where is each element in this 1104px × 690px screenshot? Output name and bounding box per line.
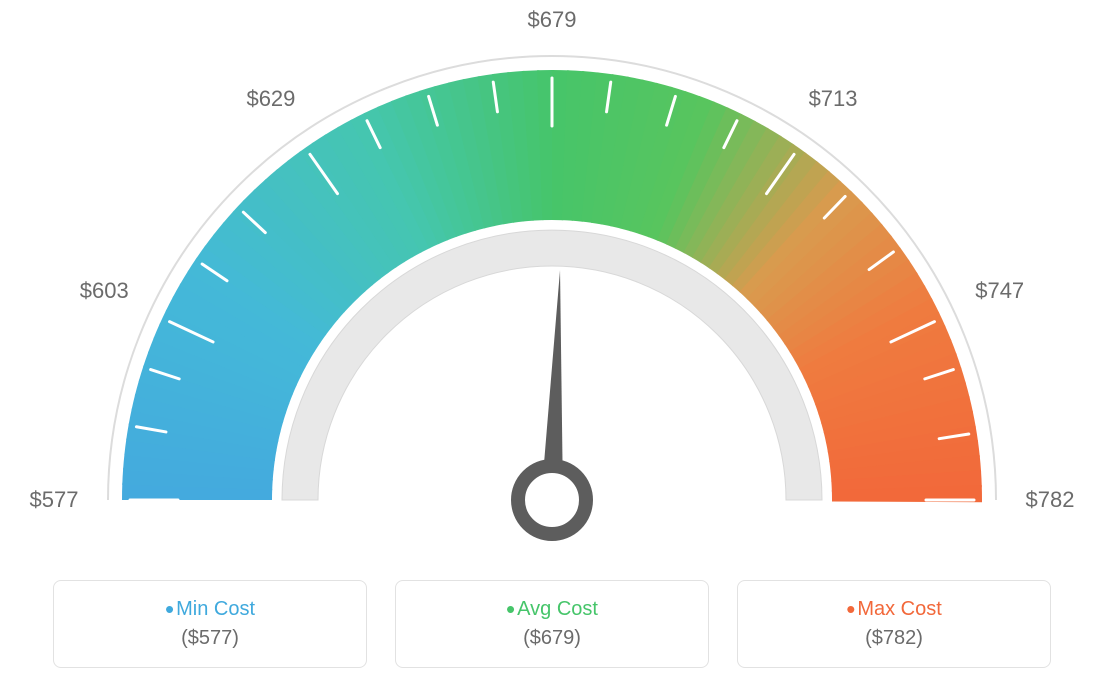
legend-card: • Avg Cost ($679) [395, 580, 709, 668]
legend-title: • Avg Cost [506, 598, 598, 621]
tick-label: $713 [809, 86, 858, 112]
tick-label: $747 [975, 278, 1024, 304]
legend-value: ($577) [181, 627, 239, 650]
tick-label: $782 [1026, 487, 1075, 513]
legend-title-text: Min Cost [176, 598, 255, 621]
cost-gauge-chart: $577 $603 $629 $679 $713 $747 $782 • Min Cost (… [0, 0, 1104, 690]
legend-card: • Max Cost ($782) [737, 580, 1051, 668]
tick-label: $603 [80, 278, 129, 304]
gauge-hub [518, 466, 586, 534]
legend-row: • Min Cost ($577) • Avg Cost ($679) • Max Co… [0, 580, 1104, 668]
tick-label: $679 [528, 7, 577, 33]
legend-title: • Max Cost [846, 598, 942, 621]
legend-value: ($679) [523, 627, 581, 650]
tick-label: $577 [30, 487, 79, 513]
legend-title-text: Avg Cost [517, 598, 598, 621]
legend-title-text: Max Cost [857, 598, 941, 621]
tick-label: $629 [246, 86, 295, 112]
legend-title: • Min Cost [165, 598, 255, 621]
legend-value: ($782) [865, 627, 923, 650]
legend-card: • Min Cost ($577) [53, 580, 367, 668]
